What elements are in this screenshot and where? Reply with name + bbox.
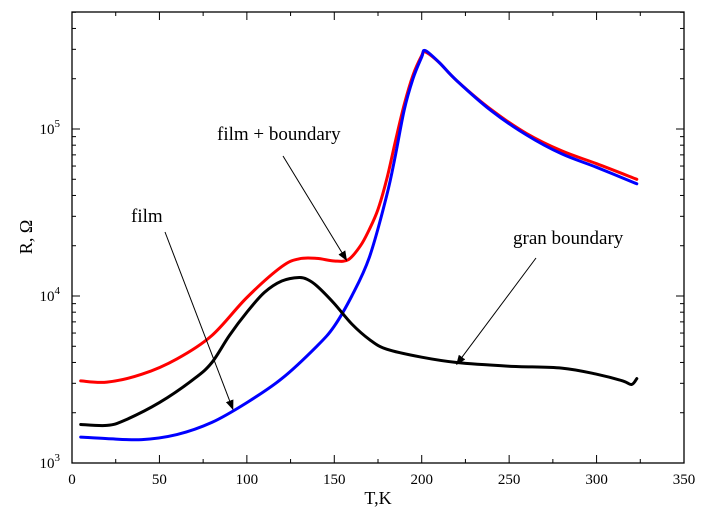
annotation-film-label: film [131, 206, 163, 227]
x-tick-label: 300 [585, 472, 608, 488]
x-tick-label: 50 [152, 472, 167, 488]
annotations: film + boundary film gran boundary [131, 124, 624, 411]
annotation-film-boundary-label: film + boundary [217, 124, 341, 145]
curves [79, 48, 639, 442]
x-tick-label: 150 [323, 472, 346, 488]
x-tick-label: 100 [236, 472, 259, 488]
y-tick-label: 103 [40, 452, 61, 472]
series-red-line [79, 49, 639, 384]
series-black-line [79, 275, 639, 428]
x-tick-label: 200 [410, 472, 433, 488]
x-axis-label: T,K [364, 488, 391, 508]
x-tick-label: 350 [673, 472, 696, 488]
y-tick-label: 104 [40, 285, 61, 305]
y-axis-label: R, Ω [16, 220, 36, 254]
x-tick-label: 250 [498, 472, 521, 488]
annotation-film-boundary-arrow [282, 155, 348, 261]
annotation-film-arrow [164, 231, 234, 411]
x-tick-label: 0 [68, 472, 76, 488]
annotation-gran-boundary-label: gran boundary [513, 228, 624, 249]
series-blue-line [79, 48, 639, 442]
y-tick-label: 105 [40, 118, 61, 138]
ticks: 0 50 100 150 200 250 300 350 103 104 105 [40, 11, 696, 488]
annotation-gran-boundary-arrow [456, 257, 537, 366]
